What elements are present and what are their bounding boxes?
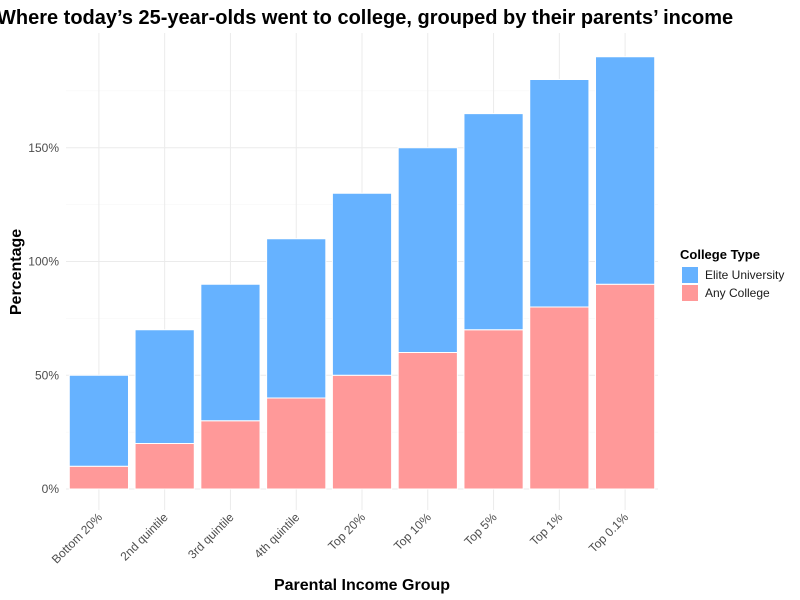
- x-tick-label: Top 0.1%: [586, 510, 632, 556]
- bar-elite-university: [463, 113, 524, 331]
- bar-elite-university: [134, 329, 195, 444]
- y-tick-label: 0%: [42, 482, 60, 496]
- legend-label: Elite University: [705, 268, 784, 282]
- bar-any-college: [68, 465, 129, 490]
- y-axis-title: Percentage: [8, 229, 25, 315]
- bar-any-college: [595, 283, 656, 490]
- bar-any-college: [200, 420, 261, 490]
- y-tick-label: 150%: [28, 141, 59, 155]
- bar-elite-university: [200, 283, 261, 422]
- x-tick-label: 2nd quintile: [117, 510, 171, 564]
- bar-any-college: [397, 352, 458, 490]
- x-tick-label: Top 5%: [461, 510, 499, 548]
- bar-elite-university: [397, 147, 458, 353]
- bar-elite-university: [266, 238, 327, 399]
- bar-any-college: [463, 329, 524, 490]
- bar-elite-university: [68, 374, 129, 467]
- y-tick-label: 50%: [35, 368, 59, 382]
- x-tick-label: Bottom 20%: [49, 510, 105, 566]
- bar-any-college: [266, 397, 327, 490]
- legend-title: College Type: [680, 247, 760, 262]
- bar-any-college: [134, 443, 195, 490]
- bars: [68, 56, 656, 490]
- bar-elite-university: [331, 192, 393, 376]
- x-axis-title: Parental Income Group: [274, 577, 450, 594]
- x-tick-label: 4th quintile: [251, 510, 302, 561]
- x-tick-label: Top 20%: [325, 510, 368, 553]
- legend-items: Elite University Any College: [682, 267, 784, 301]
- x-axis-ticks: Bottom 20% 2nd quintile 3rd quintile 4th qu…: [49, 510, 632, 566]
- bar-any-college: [529, 306, 590, 490]
- y-tick-label: 100%: [28, 255, 59, 269]
- chart-title: Where today’s 25-year-olds went to colle…: [0, 7, 733, 29]
- legend-swatch: [682, 285, 698, 301]
- x-tick-label: Top 1%: [527, 510, 565, 548]
- legend-swatch: [682, 267, 698, 283]
- y-axis-ticks: 0% 50% 100% 150%: [28, 141, 59, 496]
- bar-elite-university: [529, 79, 590, 308]
- x-tick-label: Top 10%: [391, 510, 434, 553]
- legend: College Type Elite University Any College: [680, 247, 784, 301]
- x-tick-label: 3rd quintile: [185, 510, 237, 562]
- legend-label: Any College: [705, 286, 770, 300]
- bar-elite-university: [595, 56, 656, 285]
- bar-any-college: [331, 374, 393, 490]
